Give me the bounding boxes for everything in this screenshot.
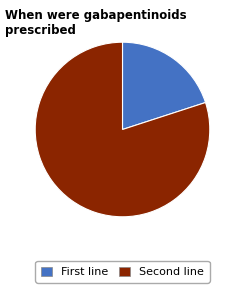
- Wedge shape: [122, 42, 206, 129]
- Wedge shape: [35, 42, 210, 217]
- Legend: First line, Second line: First line, Second line: [35, 261, 210, 283]
- Text: When were gabapentinoids prescribed: When were gabapentinoids prescribed: [5, 9, 186, 37]
